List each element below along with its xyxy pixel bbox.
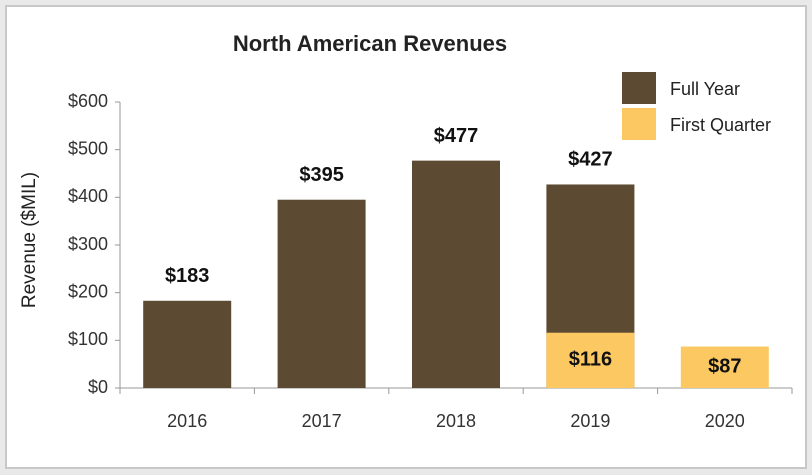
data-label: $87 <box>708 356 741 378</box>
x-tick-label: 2016 <box>167 411 207 431</box>
bar <box>412 160 500 388</box>
legend-swatch <box>622 72 656 104</box>
data-label: $183 <box>165 265 210 287</box>
bar <box>143 300 232 388</box>
y-tick-label: $0 <box>88 377 108 397</box>
y-tick-label: $200 <box>68 281 108 301</box>
x-tick-label: 2017 <box>302 411 342 431</box>
x-tick-label: 2020 <box>705 411 745 431</box>
y-axis-label: Revenue ($MIL) <box>19 172 40 308</box>
data-label: $116 <box>569 349 612 371</box>
legend-label: First Quarter <box>670 115 771 135</box>
bar <box>546 332 635 388</box>
data-label: $477 <box>434 125 479 147</box>
x-tick-label: 2019 <box>570 411 610 431</box>
bar <box>680 346 769 388</box>
chart-title: North American Revenues <box>233 31 507 56</box>
y-tick-label: $500 <box>68 138 108 158</box>
legend-swatch <box>622 108 656 140</box>
data-label: $395 <box>299 164 344 186</box>
x-tick-label: 2018 <box>436 411 476 431</box>
y-tick-label: $600 <box>68 91 108 111</box>
y-tick-label: $400 <box>68 186 108 206</box>
data-label: $427 <box>568 149 613 171</box>
chart-frame <box>5 5 807 469</box>
legend-label: Full Year <box>670 79 740 99</box>
y-tick-label: $100 <box>68 329 108 349</box>
bar <box>277 199 366 388</box>
y-tick-label: $300 <box>68 234 108 254</box>
